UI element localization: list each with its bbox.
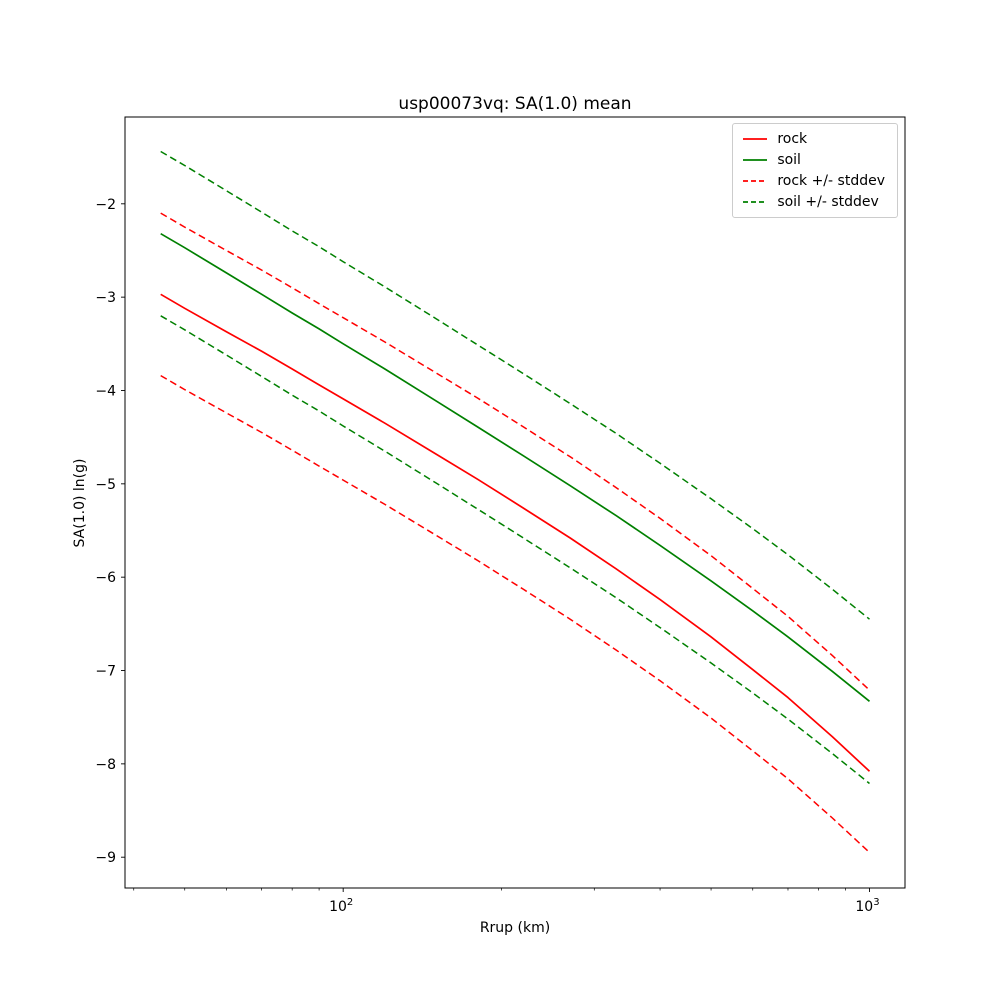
- legend-entry-rock: rock: [742, 131, 885, 147]
- y-tick-label: −4: [95, 383, 116, 399]
- legend-label-rock: rock: [777, 131, 808, 147]
- y-tick-label: −3: [95, 290, 116, 306]
- y-tick-label: −2: [95, 197, 116, 213]
- legend-line-dashed-red-icon: [743, 180, 768, 182]
- curve-rock-mean-minus-stddev: [160, 374, 871, 854]
- curve-soil-mean-plus-stddev: [160, 150, 870, 620]
- legend: rock soil rock +/- stddev soil +/- stdde…: [732, 123, 898, 218]
- legend-line-solid-green-icon: [743, 159, 768, 161]
- x-tick-label: 102: [329, 897, 353, 915]
- y-tick-label: −8: [95, 757, 116, 773]
- legend-entry-rock-stddev: rock +/- stddev: [742, 173, 885, 189]
- chart-title: usp00073vq: SA(1.0) mean: [398, 94, 632, 114]
- y-tick-label: −6: [95, 570, 116, 586]
- legend-label-rock-stddev: rock +/- stddev: [777, 173, 885, 189]
- legend-label-soil: soil: [777, 152, 801, 168]
- axes-frame: [124, 116, 906, 889]
- legend-line-dashed-green-icon: [743, 201, 768, 203]
- y-tick-label: −9: [95, 850, 116, 866]
- legend-entry-soil-stddev: soil +/- stddev: [742, 194, 885, 210]
- curve-soil-mean-minus-stddev: [160, 315, 870, 785]
- legend-entry-soil: soil: [742, 152, 885, 168]
- x-tick-label: 103: [855, 897, 879, 915]
- y-tick-label: −5: [95, 477, 116, 493]
- legend-label-soil-stddev: soil +/- stddev: [777, 194, 879, 210]
- y-axis-label: SA(1.0) ln(g): [72, 458, 88, 548]
- x-axis-label: Rrup (km): [479, 920, 551, 936]
- curve-soil-mean: [160, 232, 871, 702]
- curve-rock-mean-plus-stddev: [160, 212, 871, 691]
- y-tick-label: −7: [95, 664, 116, 680]
- curve-rock-mean: [160, 293, 871, 772]
- legend-line-solid-red-icon: [743, 138, 768, 140]
